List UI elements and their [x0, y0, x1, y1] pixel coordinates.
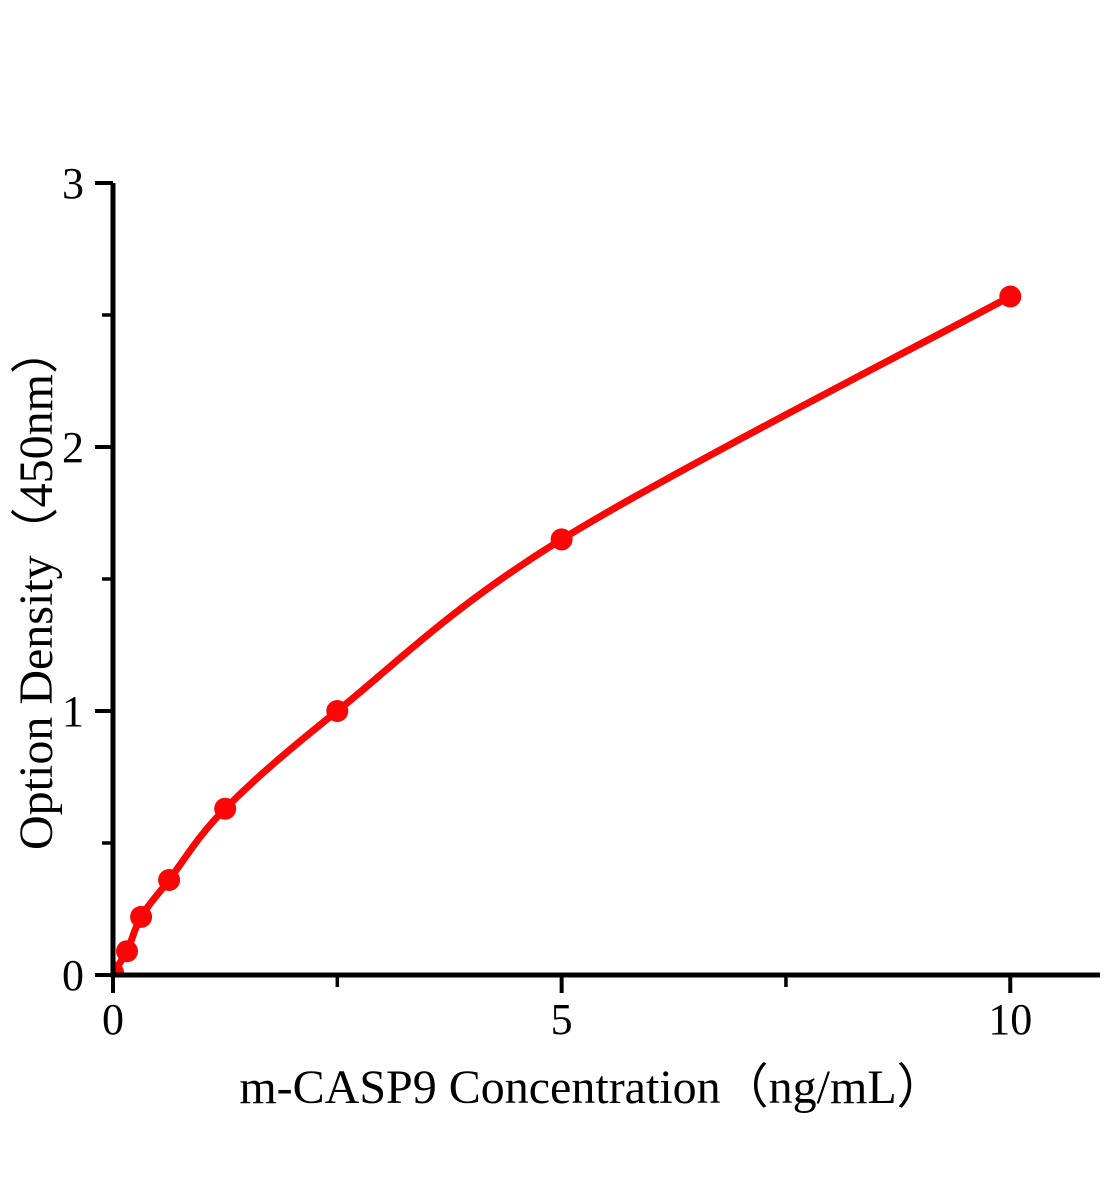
data-point-marker [130, 905, 153, 928]
data-point-marker [999, 285, 1022, 308]
axis-spines [110, 183, 1100, 978]
data-series-layer [113, 285, 1022, 975]
data-point-marker [158, 869, 181, 891]
axes-layer: 0 1 2 3 0 5 10 [62, 159, 1100, 1044]
y-tick-label: 0 [62, 951, 84, 1000]
y-axis-title: Option Density（450nm） [10, 326, 63, 850]
y-tick-label: 3 [62, 159, 84, 208]
standard-curve-line [113, 293, 1012, 975]
x-tick-label: 5 [551, 995, 573, 1044]
data-point-marker [550, 528, 573, 551]
data-point-marker [214, 797, 237, 820]
x-axis-title: m-CASP9 Concentration（ng/mL） [239, 1061, 944, 1114]
data-point-marker [113, 961, 124, 975]
data-point-marker [326, 700, 349, 722]
data-point-marker [116, 940, 138, 963]
y-tick-label: 2 [62, 423, 84, 472]
x-tick-label: 0 [102, 995, 124, 1044]
x-tick-label: 10 [988, 995, 1032, 1044]
y-tick-label: 1 [62, 687, 84, 736]
